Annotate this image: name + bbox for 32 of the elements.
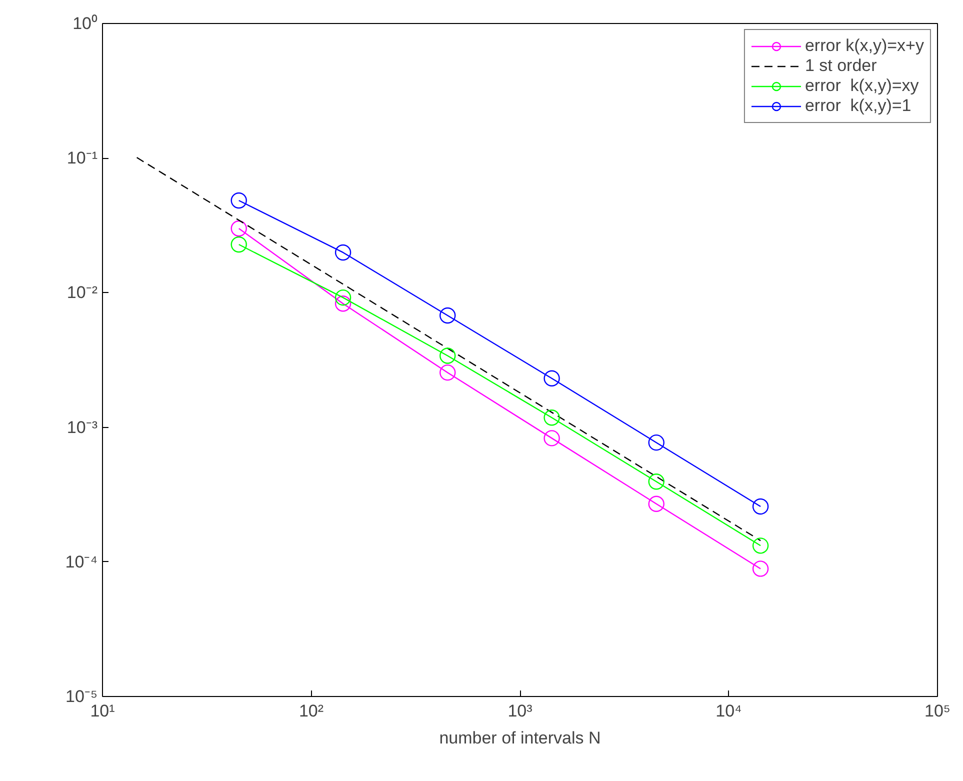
point — [230, 220, 247, 237]
point — [334, 289, 352, 306]
point — [230, 192, 247, 209]
y-tick-label: 10⁻³ — [66, 418, 98, 437]
point — [544, 410, 560, 426]
point — [440, 364, 456, 381]
point — [334, 244, 352, 261]
x-tick-label: 10³ — [508, 702, 533, 720]
y-tick-label: 10⁻¹ — [66, 148, 98, 168]
point — [752, 560, 769, 577]
legend-label: 1 st order — [804, 56, 877, 76]
point — [648, 434, 664, 451]
point — [544, 430, 560, 446]
x-tick-label: 10⁴ — [716, 702, 742, 720]
y-tick-label: 10⁰ — [72, 14, 98, 33]
y-tick-label: 10⁻⁴ — [65, 552, 98, 572]
legend-label: error k(x,y)=1 — [804, 96, 912, 116]
point — [230, 236, 247, 253]
point — [648, 496, 664, 512]
x-tick-label: 10⁵ — [924, 702, 950, 720]
point — [752, 498, 769, 515]
x-tick-label: 10² — [298, 702, 324, 720]
point — [440, 307, 456, 324]
legend-label: error k(x,y)=x+y — [804, 36, 924, 56]
point — [544, 370, 560, 386]
point — [334, 296, 352, 312]
point — [648, 474, 664, 490]
point — [440, 348, 456, 364]
y-tick-label: 10⁻² — [66, 283, 98, 302]
x-axis-title: number of intervals N — [439, 728, 601, 748]
point — [752, 538, 769, 554]
legend-label: error k(x,y)=xy — [804, 76, 919, 96]
